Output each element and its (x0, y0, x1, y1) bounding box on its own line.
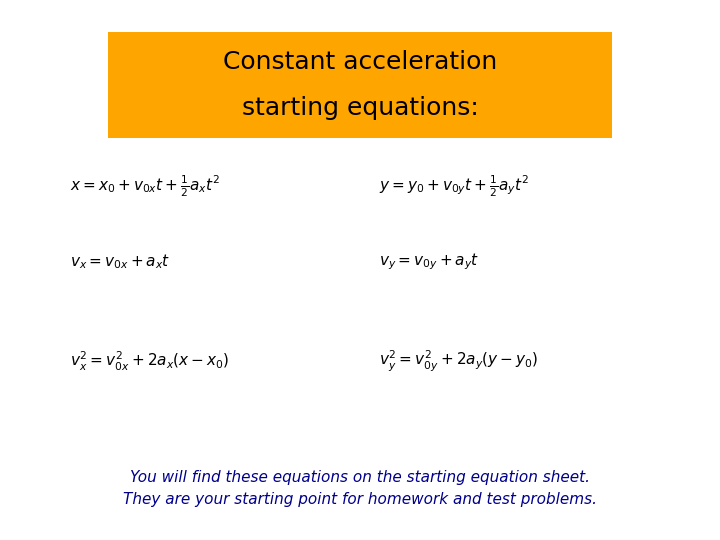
Text: Constant acceleration: Constant acceleration (223, 50, 497, 74)
Text: $x = x_0 + v_{0x}t + \frac{1}{2}a_x t^2$: $x = x_0 + v_{0x}t + \frac{1}{2}a_x t^2$ (0, 539, 1, 540)
Text: $v_x^2 = v_{0x}^2 + 2a_x(x - x_0)$: $v_x^2 = v_{0x}^2 + 2a_x(x - x_0)$ (70, 350, 229, 373)
Text: $v_y^2 = v_{0y}^2 + 2a_y(y - y_0)$: $v_y^2 = v_{0y}^2 + 2a_y(y - y_0)$ (379, 349, 539, 374)
FancyBboxPatch shape (108, 32, 612, 138)
Text: $x = x_0 + v_{0x}t + \frac{1}{2}a_x t^2$: $x = x_0 + v_{0x}t + \frac{1}{2}a_x t^2$ (70, 173, 220, 199)
Text: You will find these equations on the starting equation sheet.: You will find these equations on the sta… (130, 470, 590, 485)
Text: They are your starting point for homework and test problems.: They are your starting point for homewor… (123, 492, 597, 507)
Text: $v_y = v_{0y} + a_y t$: $v_y = v_{0y} + a_y t$ (0, 539, 1, 540)
Text: $v_x = v_{0x} + a_x t$: $v_x = v_{0x} + a_x t$ (0, 539, 1, 540)
Text: $y = y_0 + v_{0y}t + \frac{1}{2}a_y t^2$: $y = y_0 + v_{0y}t + \frac{1}{2}a_y t^2$ (0, 539, 1, 540)
Text: $v_y = v_{0y} + a_y t$: $v_y = v_{0y} + a_y t$ (379, 252, 480, 272)
Text: $v_y^2 = v_{0y}^2 + 2a_y(y - y_0)$: $v_y^2 = v_{0y}^2 + 2a_y(y - y_0)$ (0, 539, 1, 540)
Text: $v_x = v_{0x} + a_x t$: $v_x = v_{0x} + a_x t$ (70, 253, 170, 271)
Text: starting equations:: starting equations: (242, 96, 478, 120)
Text: $v_x^2 = v_{0x}^2 + 2a_x(x - x_0)$: $v_x^2 = v_{0x}^2 + 2a_x(x - x_0)$ (0, 539, 1, 540)
Text: $y = y_0 + v_{0y}t + \frac{1}{2}a_y t^2$: $y = y_0 + v_{0y}t + \frac{1}{2}a_y t^2$ (379, 173, 529, 199)
